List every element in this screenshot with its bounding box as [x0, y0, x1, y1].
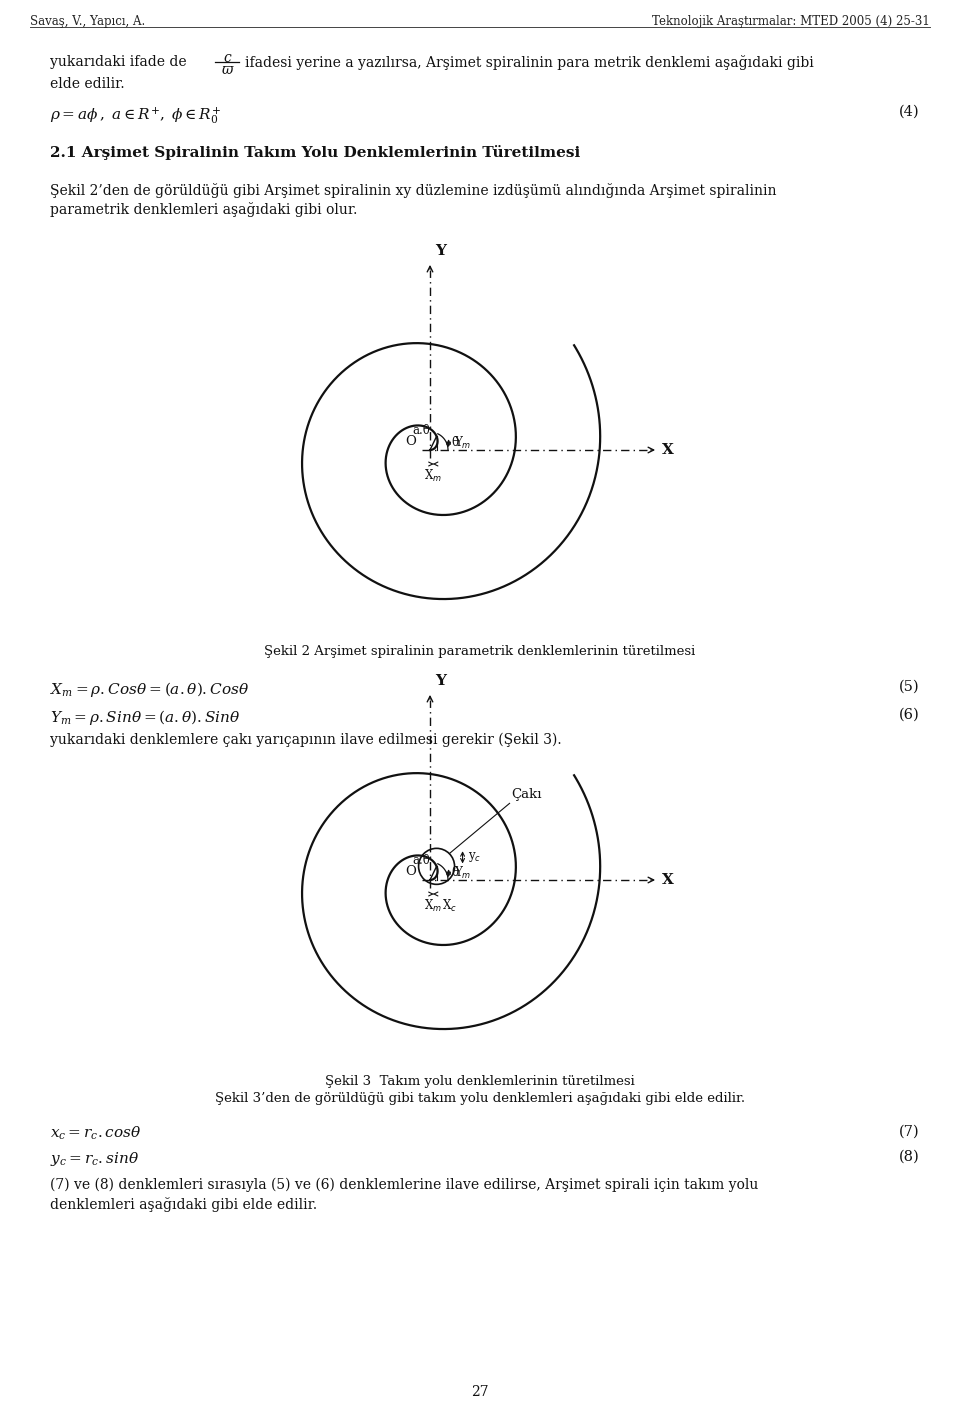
Text: (7): (7) — [900, 1126, 920, 1140]
Text: Y$_m$: Y$_m$ — [453, 865, 471, 881]
Text: θ: θ — [451, 865, 458, 879]
Text: $\rho = a\phi\,,\;a \in R^{+},\;\phi \in R_0^{+}$: $\rho = a\phi\,,\;a \in R^{+},\;\phi \in… — [50, 106, 221, 125]
Text: Y$_m$: Y$_m$ — [453, 435, 471, 452]
Text: 27: 27 — [471, 1384, 489, 1399]
Text: a.θ: a.θ — [412, 854, 430, 868]
Text: a.θ: a.θ — [412, 425, 430, 438]
Text: X$_m$: X$_m$ — [424, 898, 443, 915]
Text: $Y_m = \rho .Sin\theta = (a.\theta ).Sin\theta$: $Y_m = \rho .Sin\theta = (a.\theta ).Sin… — [50, 708, 241, 727]
Text: X: X — [662, 443, 674, 457]
Text: yukarıdaki denklemlere çakı yarıçapının ilave edilmesi gerekir (Şekil 3).: yukarıdaki denklemlere çakı yarıçapının … — [50, 733, 562, 747]
Text: y$_c$: y$_c$ — [468, 850, 481, 864]
Text: (7) ve (8) denklemleri sırasıyla (5) ve (6) denklemlerine ilave edilirse, Arşime: (7) ve (8) denklemleri sırasıyla (5) ve … — [50, 1178, 758, 1192]
Text: yukarıdaki ifade de: yukarıdaki ifade de — [50, 55, 191, 69]
Text: (5): (5) — [900, 680, 920, 694]
Text: X$_c$: X$_c$ — [442, 898, 457, 915]
Text: Şekil 2’den de görüldüğü gibi Arşimet spiralinin xy düzlemine izdüşümü alındığın: Şekil 2’den de görüldüğü gibi Arşimet sp… — [50, 183, 777, 198]
Text: Y: Y — [435, 243, 446, 257]
Text: 2.1 Arşimet Spiralinin Takım Yolu Denklemlerinin Türetilmesi: 2.1 Arşimet Spiralinin Takım Yolu Denkle… — [50, 145, 580, 160]
Text: (8): (8) — [900, 1150, 920, 1164]
Text: $y_c = r_c .sin\theta$: $y_c = r_c .sin\theta$ — [50, 1150, 139, 1168]
Text: Teknolojik Araştırmalar: MTED 2005 (4) 25-31: Teknolojik Araştırmalar: MTED 2005 (4) 2… — [652, 15, 930, 28]
Text: θ: θ — [451, 436, 458, 449]
Text: (4): (4) — [900, 106, 920, 120]
Text: ϖ: ϖ — [222, 63, 232, 77]
Text: Savaş, V., Yapıcı, A.: Savaş, V., Yapıcı, A. — [30, 15, 145, 28]
Text: $x_c =r_c .cos\theta$: $x_c =r_c .cos\theta$ — [50, 1126, 141, 1142]
Text: c: c — [223, 51, 230, 65]
Text: Şekil 3’den de görüldüğü gibi takım yolu denklemleri aşağıdaki gibi elde edilir.: Şekil 3’den de görüldüğü gibi takım yolu… — [215, 1092, 745, 1104]
Text: O: O — [405, 865, 416, 878]
Text: Y: Y — [435, 674, 446, 688]
Text: ifadesi yerine a yazılırsa, Arşimet spiralinin para metrik denklemi aşağıdaki gi: ifadesi yerine a yazılırsa, Arşimet spir… — [245, 55, 814, 70]
Text: (6): (6) — [900, 708, 920, 722]
Text: Çakı: Çakı — [512, 788, 542, 802]
Text: X$_m$: X$_m$ — [424, 469, 443, 484]
Text: $X_m = \rho .Cos\theta = (a.\theta ).Cos\theta$: $X_m = \rho .Cos\theta = (a.\theta ).Cos… — [50, 680, 250, 699]
Text: denklemleri aşağıdaki gibi elde edilir.: denklemleri aşağıdaki gibi elde edilir. — [50, 1197, 317, 1211]
Text: Şekil 2 Arşimet spiralinin parametrik denklemlerinin türetilmesi: Şekil 2 Arşimet spiralinin parametrik de… — [264, 644, 696, 658]
Text: elde edilir.: elde edilir. — [50, 77, 125, 91]
Text: X: X — [662, 872, 674, 886]
Text: parametrik denklemleri aşağıdaki gibi olur.: parametrik denklemleri aşağıdaki gibi ol… — [50, 203, 357, 217]
Text: Şekil 3  Takım yolu denklemlerinin türetilmesi: Şekil 3 Takım yolu denklemlerinin türeti… — [325, 1075, 635, 1088]
Text: O: O — [405, 435, 416, 447]
